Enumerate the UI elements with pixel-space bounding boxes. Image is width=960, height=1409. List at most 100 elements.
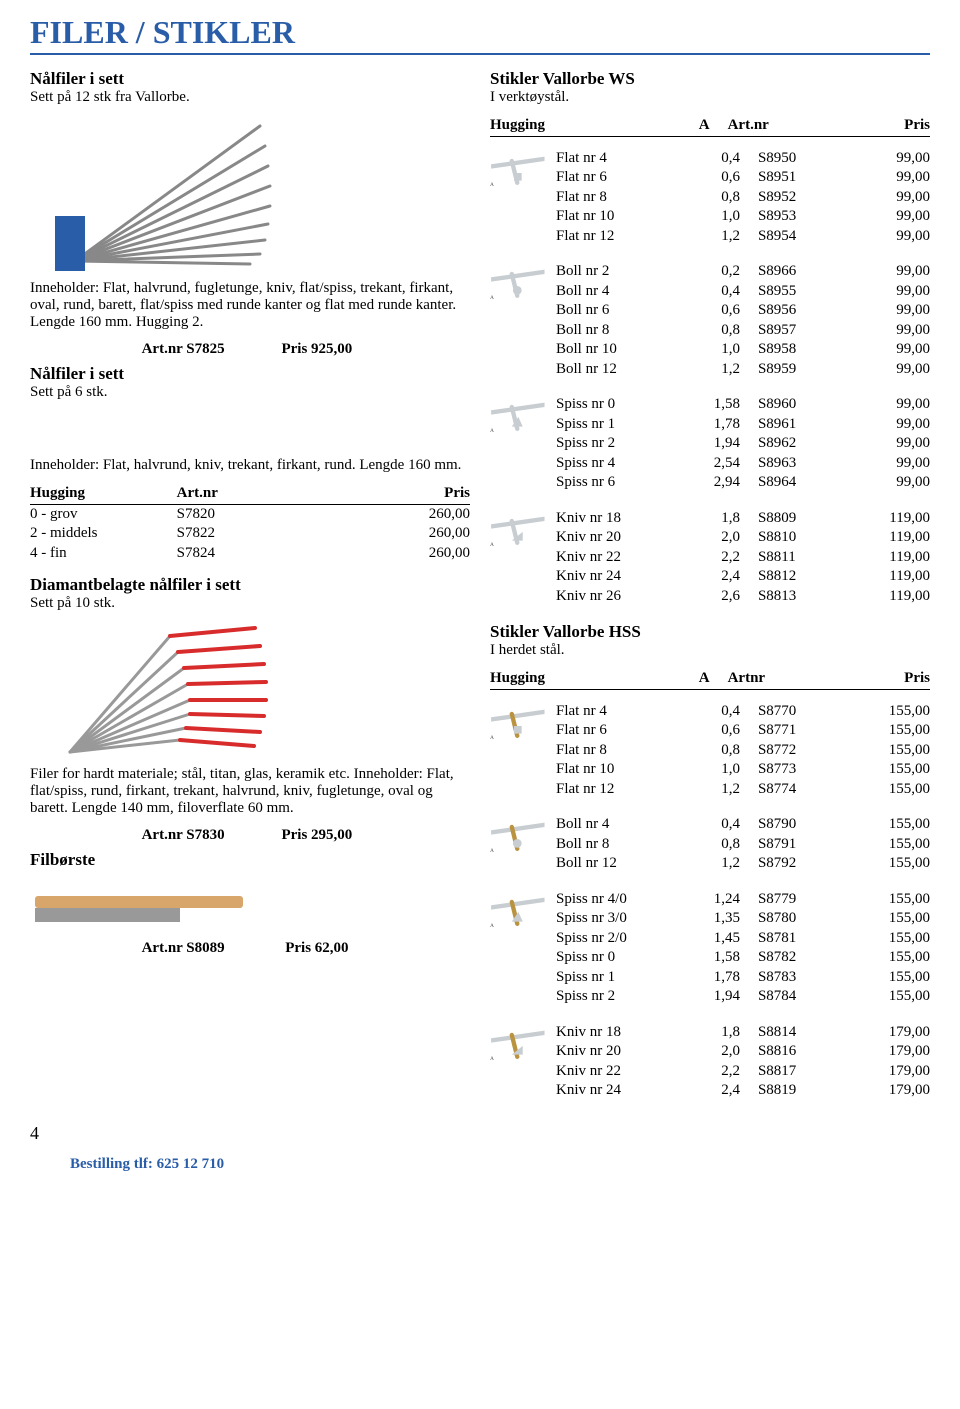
hss-desc: I herdet stål. bbox=[490, 642, 930, 659]
table-row: Spiss nr 01,58S896099,00 bbox=[556, 395, 930, 415]
table-row: Boll nr 60,6S895699,00 bbox=[556, 301, 930, 321]
table-row: 4 - finS7824260,00 bbox=[30, 544, 470, 564]
sec5-desc: Sett på 10 stk. bbox=[30, 595, 470, 612]
sec2-desc: Inneholder: Flat, halvrund, fugletunge, … bbox=[30, 280, 470, 331]
table-row: Boll nr 40,4S895599,00 bbox=[556, 282, 930, 302]
graver-icon: A bbox=[490, 1023, 550, 1061]
sec3-desc: Sett på 6 stk. bbox=[30, 384, 470, 401]
svg-text:A: A bbox=[490, 182, 494, 187]
ws-heading: Stikler Vallorbe WS bbox=[490, 69, 930, 89]
sec6-pris: Pris 295,00 bbox=[252, 827, 382, 844]
table-row: Flat nr 40,4S8770155,00 bbox=[556, 702, 930, 722]
table-row: Kniv nr 222,2S8811119,00 bbox=[556, 548, 930, 568]
left-column: Nålfiler i sett Sett på 12 stk fra Vallo… bbox=[30, 69, 470, 1117]
page-title: FILER / STIKLER bbox=[30, 14, 930, 51]
graver-icon: A bbox=[490, 815, 550, 853]
svg-text:A: A bbox=[490, 428, 494, 433]
sec7-artnr: Art.nr S8089 bbox=[118, 940, 248, 957]
price-table: Flat nr 40,4S895099,00Flat nr 60,6S89519… bbox=[556, 149, 930, 247]
sec7-pris: Pris 62,00 bbox=[252, 940, 382, 957]
table-row: Kniv nr 202,0S8816179,00 bbox=[556, 1042, 930, 1062]
price-table: Flat nr 40,4S8770155,00Flat nr 60,6S8771… bbox=[556, 702, 930, 800]
svg-text:A: A bbox=[490, 1056, 494, 1061]
table-row: Boll nr 40,4S8790155,00 bbox=[556, 815, 930, 835]
ws-boll-group: A Boll nr 20,2S896699,00Boll nr 40,4S8955… bbox=[490, 262, 930, 391]
table-row: Flat nr 60,6S895199,00 bbox=[556, 168, 930, 188]
price-table: Spiss nr 4/01,24S8779155,00Spiss nr 3/01… bbox=[556, 890, 930, 1007]
diamond-files-image bbox=[30, 622, 280, 762]
table-row: Spiss nr 21,94S896299,00 bbox=[556, 434, 930, 454]
graver-icon: A bbox=[490, 395, 550, 433]
table-row: Flat nr 121,2S895499,00 bbox=[556, 227, 930, 247]
table-row: Kniv nr 222,2S8817179,00 bbox=[556, 1062, 930, 1082]
needle-files-image bbox=[30, 116, 280, 276]
hss-heading: Stikler Vallorbe HSS bbox=[490, 622, 930, 642]
price-table: Kniv nr 181,8S8814179,00Kniv nr 202,0S88… bbox=[556, 1023, 930, 1101]
table-row: 2 - middelsS7822260,00 bbox=[30, 524, 470, 544]
table-row: Spiss nr 62,94S896499,00 bbox=[556, 473, 930, 493]
table-row: Kniv nr 181,8S8809119,00 bbox=[556, 509, 930, 529]
table-row: Boll nr 101,0S895899,00 bbox=[556, 340, 930, 360]
table-row: Flat nr 121,2S8774155,00 bbox=[556, 780, 930, 800]
svg-text:A: A bbox=[490, 848, 494, 853]
page-number: 4 bbox=[30, 1123, 930, 1144]
table-row: Flat nr 101,0S895399,00 bbox=[556, 207, 930, 227]
sec4-table: HuggingArt.nrPris0 - grovS7820260,002 - … bbox=[30, 484, 470, 563]
svg-text:A: A bbox=[490, 923, 494, 928]
table-row: Flat nr 80,8S8772155,00 bbox=[556, 741, 930, 761]
table-row: Flat nr 40,4S895099,00 bbox=[556, 149, 930, 169]
table-row: Flat nr 101,0S8773155,00 bbox=[556, 760, 930, 780]
svg-text:A: A bbox=[490, 542, 494, 547]
graver-icon: A bbox=[490, 702, 550, 740]
sec1-heading: Nålfiler i sett bbox=[30, 69, 470, 89]
table-row: Boll nr 80,8S895799,00 bbox=[556, 321, 930, 341]
table-row: Boll nr 121,2S895999,00 bbox=[556, 360, 930, 380]
sec6-price: Art.nr S7830 Pris 295,00 bbox=[30, 827, 470, 844]
ws-header-row: HuggingAArt.nrPris bbox=[490, 116, 930, 137]
table-row: Spiss nr 3/01,35S8780155,00 bbox=[556, 909, 930, 929]
file-brush-image bbox=[30, 874, 250, 934]
hss-spiss-group: A Spiss nr 4/01,24S8779155,00Spiss nr 3/0… bbox=[490, 890, 930, 1019]
table-row: Kniv nr 262,6S8813119,00 bbox=[556, 587, 930, 607]
hss-boll-group: A Boll nr 40,4S8790155,00Boll nr 80,8S879… bbox=[490, 815, 930, 886]
svg-text:A: A bbox=[490, 295, 494, 300]
graver-icon: A bbox=[490, 509, 550, 547]
sec2-price: Art.nr S7825 Pris 925,00 bbox=[30, 341, 470, 358]
table-row: Flat nr 60,6S8771155,00 bbox=[556, 721, 930, 741]
sec6-desc: Filer for hardt materiale; stål, titan, … bbox=[30, 766, 470, 817]
ws-desc: I verktøystål. bbox=[490, 89, 930, 106]
table-row: Kniv nr 242,4S8812119,00 bbox=[556, 567, 930, 587]
sec7-heading: Filbørste bbox=[30, 850, 470, 870]
hss-kniv-group: A Kniv nr 181,8S8814179,00Kniv nr 202,0S8… bbox=[490, 1023, 930, 1113]
sec3-heading: Nålfiler i sett bbox=[30, 364, 470, 384]
sec6-artnr: Art.nr S7830 bbox=[118, 827, 248, 844]
ws-spiss-group: A Spiss nr 01,58S896099,00Spiss nr 11,78S… bbox=[490, 395, 930, 505]
hss-header-row: HuggingAArtnrPris bbox=[490, 669, 930, 690]
table-row: Spiss nr 2/01,45S8781155,00 bbox=[556, 929, 930, 949]
price-table: Kniv nr 181,8S8809119,00Kniv nr 202,0S88… bbox=[556, 509, 930, 607]
price-table: Boll nr 20,2S896699,00Boll nr 40,4S89559… bbox=[556, 262, 930, 379]
hss-flat-group: A Flat nr 40,4S8770155,00Flat nr 60,6S877… bbox=[490, 702, 930, 812]
graver-icon: A bbox=[490, 262, 550, 300]
table-row: 0 - grovS7820260,00 bbox=[30, 504, 470, 524]
ws-flat-group: A Flat nr 40,4S895099,00Flat nr 60,6S8951… bbox=[490, 149, 930, 259]
table-row: Kniv nr 181,8S8814179,00 bbox=[556, 1023, 930, 1043]
table-row: Spiss nr 42,54S896399,00 bbox=[556, 454, 930, 474]
title-rule bbox=[30, 53, 930, 55]
table-row: Boll nr 121,2S8792155,00 bbox=[556, 854, 930, 874]
table-row: Spiss nr 11,78S8783155,00 bbox=[556, 968, 930, 988]
right-column: Stikler Vallorbe WS I verktøystål. Huggi… bbox=[490, 69, 930, 1117]
price-table: Spiss nr 01,58S896099,00Spiss nr 11,78S8… bbox=[556, 395, 930, 493]
ws-kniv-group: A Kniv nr 181,8S8809119,00Kniv nr 202,0S8… bbox=[490, 509, 930, 619]
price-table: Boll nr 40,4S8790155,00Boll nr 80,8S8791… bbox=[556, 815, 930, 874]
sec2-artnr: Art.nr S7825 bbox=[118, 341, 248, 358]
sec7-price: Art.nr S8089 Pris 62,00 bbox=[30, 940, 470, 957]
table-row: Spiss nr 4/01,24S8779155,00 bbox=[556, 890, 930, 910]
sec2-pris: Pris 925,00 bbox=[252, 341, 382, 358]
table-row: Boll nr 20,2S896699,00 bbox=[556, 262, 930, 282]
sec1-desc: Sett på 12 stk fra Vallorbe. bbox=[30, 89, 470, 106]
table-row: Kniv nr 242,4S8819179,00 bbox=[556, 1081, 930, 1101]
svg-text:A: A bbox=[490, 735, 494, 740]
sec4-desc: Inneholder: Flat, halvrund, kniv, trekan… bbox=[30, 457, 470, 474]
footer-text: Bestilling tlf: 625 12 710 bbox=[70, 1156, 930, 1173]
